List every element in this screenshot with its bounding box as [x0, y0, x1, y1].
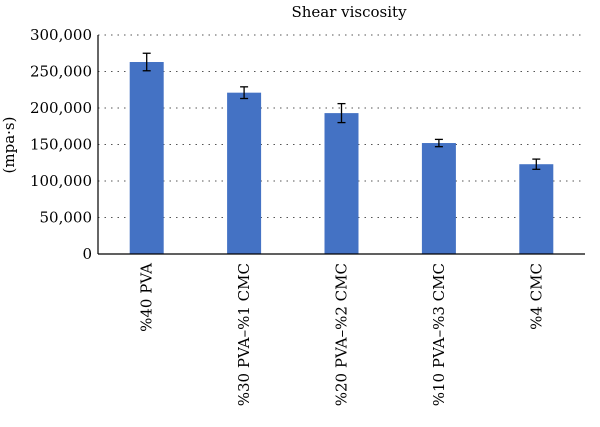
x-category-label: %30 PVA–%1 CMC — [235, 263, 253, 406]
y-tick-label: 250,000 — [30, 63, 92, 81]
error-bars — [142, 52, 541, 170]
y-axis-label: (mpa·s) — [0, 117, 18, 174]
bar — [519, 164, 554, 254]
axes — [97, 35, 585, 255]
x-category-label: %4 CMC — [527, 263, 545, 330]
bar — [421, 143, 456, 254]
y-tick-label: 0 — [82, 245, 92, 263]
bars — [129, 62, 554, 255]
bar — [227, 92, 262, 254]
y-tick-label: 200,000 — [30, 99, 92, 117]
y-tick-label: 300,000 — [30, 26, 92, 44]
x-category-label: %10 PVA–%3 CMC — [430, 263, 448, 406]
x-axis-categories: %40 PVA %30 PVA–%1 CMC %20 PVA–%2 CMC %10 P… — [138, 263, 546, 406]
y-tick-label: 150,000 — [30, 136, 92, 154]
y-tick-label: 50,000 — [40, 209, 93, 227]
x-category-label: %40 PVA — [138, 263, 156, 332]
x-category-label: %20 PVA–%2 CMC — [333, 263, 351, 406]
chart-title: Shear viscosity — [291, 3, 407, 21]
y-axis-ticks: 0 50,000 100,000 150,000 200,000 250,000 300,0… — [30, 26, 92, 263]
bar — [324, 113, 359, 254]
y-tick-label: 100,000 — [30, 172, 92, 190]
bar — [129, 62, 164, 255]
